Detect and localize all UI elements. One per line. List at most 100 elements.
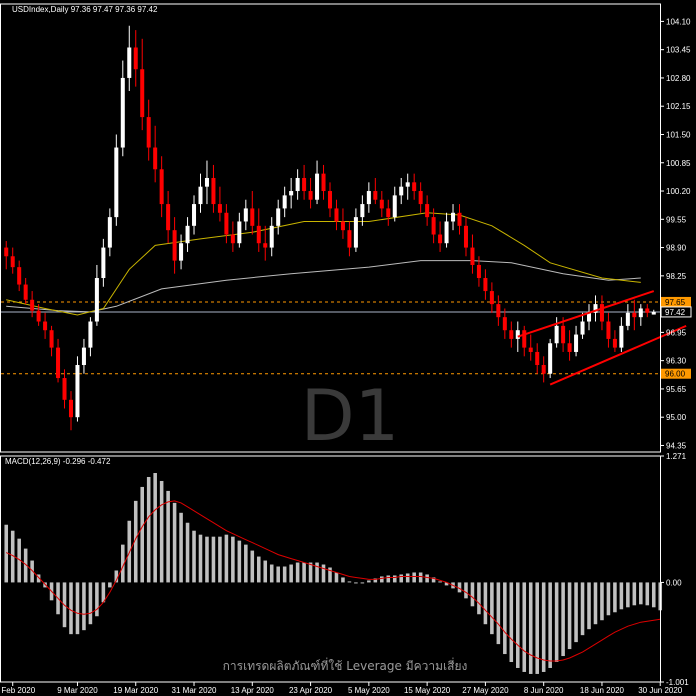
macd-histogram-bar: [580, 582, 585, 636]
candle-body: [373, 191, 378, 200]
macd-histogram-bar: [263, 560, 268, 583]
candle-body: [153, 147, 158, 170]
candle-body: [638, 308, 643, 318]
macd-histogram-bar: [554, 582, 559, 663]
candle-body: [192, 204, 197, 226]
macd-histogram-bar: [315, 562, 319, 583]
macd-histogram-bar: [88, 582, 93, 625]
candle-body: [68, 399, 73, 418]
macd-histogram-bar: [205, 536, 209, 583]
time-axis-label: 26 Feb 2020: [0, 686, 36, 695]
candle-body: [114, 147, 119, 218]
macd-histogram-bar: [392, 575, 397, 583]
macd-histogram-bar: [528, 582, 533, 674]
macd-histogram-bar: [477, 582, 481, 615]
candle-body: [366, 191, 371, 205]
macd-histogram-bar: [574, 582, 578, 643]
price-axis-label: 100.85: [666, 159, 691, 168]
candle-body: [593, 304, 598, 313]
macd-histogram-bar: [224, 534, 229, 583]
candle-body: [49, 330, 54, 348]
price-axis-label: 102.15: [666, 102, 691, 111]
time-axis-label: 13 Apr 2020: [231, 686, 275, 695]
macd-histogram-bar: [172, 502, 177, 583]
macd-histogram-bar: [470, 582, 475, 607]
timeframe-watermark: D1: [301, 375, 399, 457]
time-axis-label: 30 Jun 2020: [638, 686, 683, 695]
price-axis-label: 98.90: [666, 244, 687, 253]
candle-body: [399, 186, 404, 196]
risk-warning: การเทรดผลิตภัณฑ์ที่ใช้ Leverage มีความเส…: [223, 657, 468, 673]
macd-histogram-bar: [619, 582, 624, 610]
macd-histogram-bar: [114, 570, 119, 583]
macd-histogram-bar: [328, 567, 332, 583]
price-label: 97.42: [665, 308, 686, 317]
candle-body: [327, 191, 333, 209]
macd-panel[interactable]: [4, 473, 663, 674]
candle-body: [101, 247, 106, 279]
macd-histogram-bar: [522, 582, 527, 672]
price-label: 97.65: [665, 298, 686, 307]
macd-histogram-bar: [269, 564, 274, 583]
macd-histogram-bar: [593, 582, 598, 625]
macd-histogram-bar: [302, 562, 306, 583]
macd-axis-label: 1.271: [666, 452, 687, 461]
candle-body: [353, 217, 358, 248]
candle-body: [295, 177, 300, 192]
candle-body: [457, 212, 462, 226]
candle-body: [567, 343, 572, 352]
time-axis-label: 23 Apr 2020: [289, 686, 333, 695]
macd-histogram-bar: [69, 582, 73, 635]
candle-body: [263, 243, 268, 248]
macd-histogram-bar: [632, 582, 637, 606]
macd-histogram-bar: [334, 572, 339, 583]
candle-body: [302, 177, 307, 192]
macd-histogram-bar: [140, 486, 144, 583]
macd-histogram-bar: [399, 574, 404, 583]
macd-histogram-bar: [548, 582, 552, 668]
price-frame: [0, 3, 661, 453]
candle-body: [10, 256, 15, 268]
candle-body: [250, 208, 255, 226]
candle-body: [211, 177, 216, 205]
macd-histogram-bar: [101, 582, 106, 603]
macd-histogram-bar: [75, 582, 80, 635]
macd-histogram-bar: [645, 582, 650, 606]
candle-body: [554, 325, 559, 344]
candle-body: [289, 191, 294, 196]
candle-body: [347, 230, 352, 248]
candle-body: [133, 47, 138, 70]
macd-histogram-bar: [626, 582, 630, 608]
candle-body: [127, 47, 132, 78]
macd-histogram-bar: [276, 566, 280, 583]
price-panel[interactable]: [1, 25, 687, 431]
price-label-box: [660, 306, 692, 318]
macd-signal-line: [5, 500, 661, 662]
macd-histogram-bar: [231, 536, 235, 583]
macd-histogram-bar: [444, 582, 449, 586]
price-axis-label: 101.50: [666, 130, 691, 139]
candle-body: [4, 247, 9, 257]
macd-histogram-bar: [166, 490, 170, 583]
macd-histogram-bar: [237, 540, 242, 583]
candle-body: [166, 204, 171, 231]
macd-histogram-bar: [133, 500, 138, 583]
trend-channel-line: [517, 290, 655, 338]
macd-histogram-bar: [95, 582, 99, 617]
macd-axis-label: 0.00: [666, 578, 682, 587]
candle-body: [535, 351, 540, 366]
macd-histogram-bar: [639, 582, 643, 605]
candle-body: [17, 267, 22, 285]
candle-body: [172, 230, 177, 261]
candle-body: [88, 321, 93, 348]
macd-histogram-bar: [431, 577, 436, 583]
candle-body: [412, 182, 417, 192]
macd-histogram-bar: [561, 582, 565, 657]
candle-body: [619, 325, 624, 348]
macd-histogram-bar: [464, 582, 468, 599]
candle-body: [36, 310, 41, 322]
macd-histogram-bar: [567, 582, 572, 650]
candle-body: [237, 221, 242, 244]
candle-body: [561, 325, 566, 344]
